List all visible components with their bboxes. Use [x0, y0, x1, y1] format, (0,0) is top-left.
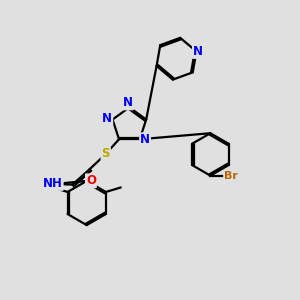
- Text: NH: NH: [43, 177, 63, 190]
- Text: O: O: [86, 174, 96, 187]
- Text: Br: Br: [224, 171, 238, 181]
- Text: N: N: [140, 134, 150, 146]
- Text: N: N: [193, 45, 203, 58]
- Text: N: N: [123, 96, 133, 110]
- Text: N: N: [102, 112, 112, 125]
- Text: S: S: [101, 148, 110, 160]
